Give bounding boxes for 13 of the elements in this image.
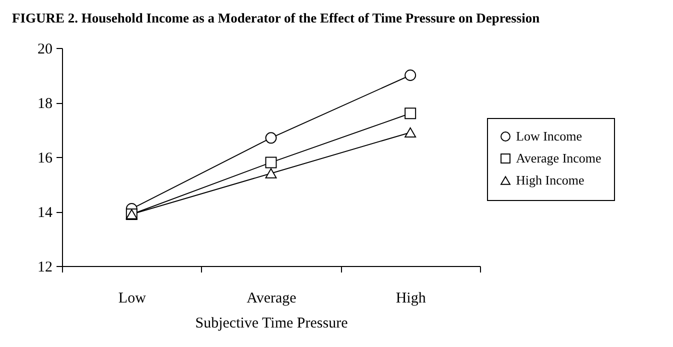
chart-title: FIGURE 2. Household Income as a Moderator of the Effect of Time Pressure on Depression: [12, 10, 540, 26]
y-tick-label: 20: [38, 42, 52, 58]
x-axis-title: Subjective Time Pressure: [195, 316, 348, 332]
x-tick-label: High: [396, 290, 426, 306]
y-tick-label: 14: [38, 205, 53, 221]
legend-label: Average Income: [516, 150, 602, 166]
y-tick-label: 12: [38, 260, 52, 276]
legend-label: High Income: [516, 172, 584, 188]
x-tick-label: Average: [246, 290, 297, 306]
x-tick-label: Low: [118, 290, 146, 306]
legend-label: Low Income: [516, 128, 582, 144]
y-tick-label: 18: [38, 96, 52, 112]
y-tick-label: 16: [38, 150, 53, 166]
